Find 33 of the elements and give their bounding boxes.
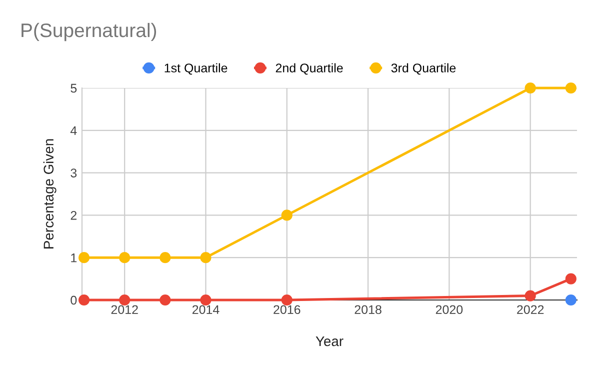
x-tick-label: 2022 [517, 305, 544, 314]
x-axis-title: Year [316, 336, 344, 346]
point [200, 252, 212, 264]
point [160, 252, 171, 264]
point [281, 210, 292, 221]
y-tick-label: 1 [71, 254, 77, 262]
x-tick-label: 2014 [192, 305, 220, 314]
point [565, 82, 576, 94]
point [565, 294, 576, 306]
y-axis-title: Percentage Given [43, 139, 56, 248]
point [78, 294, 90, 306]
y-tick-label: 2 [70, 211, 77, 220]
point [160, 294, 171, 306]
point [119, 252, 130, 264]
point [78, 252, 90, 264]
point [565, 273, 576, 284]
legend-label: 1st Quartile [164, 63, 228, 75]
x-tick-label: 2020 [436, 305, 463, 314]
legend-label: 2nd Quartile [276, 63, 343, 75]
y-tick-label: 5 [70, 84, 77, 93]
legend-label: 3rd Quartile [391, 63, 456, 75]
point [119, 294, 130, 306]
x-tick-label: 2012 [111, 305, 138, 314]
y-tick-label: 4 [70, 126, 77, 135]
x-tick-label: 2016 [274, 305, 300, 314]
x-tick-label: 2018 [354, 305, 382, 314]
y-tick-label: 0 [70, 296, 77, 305]
y-tick-label: 3 [70, 168, 77, 178]
point [524, 290, 536, 302]
point [200, 294, 212, 306]
point [524, 82, 536, 94]
point [281, 294, 292, 306]
chart-title: P(Supernatural) [22, 22, 156, 42]
